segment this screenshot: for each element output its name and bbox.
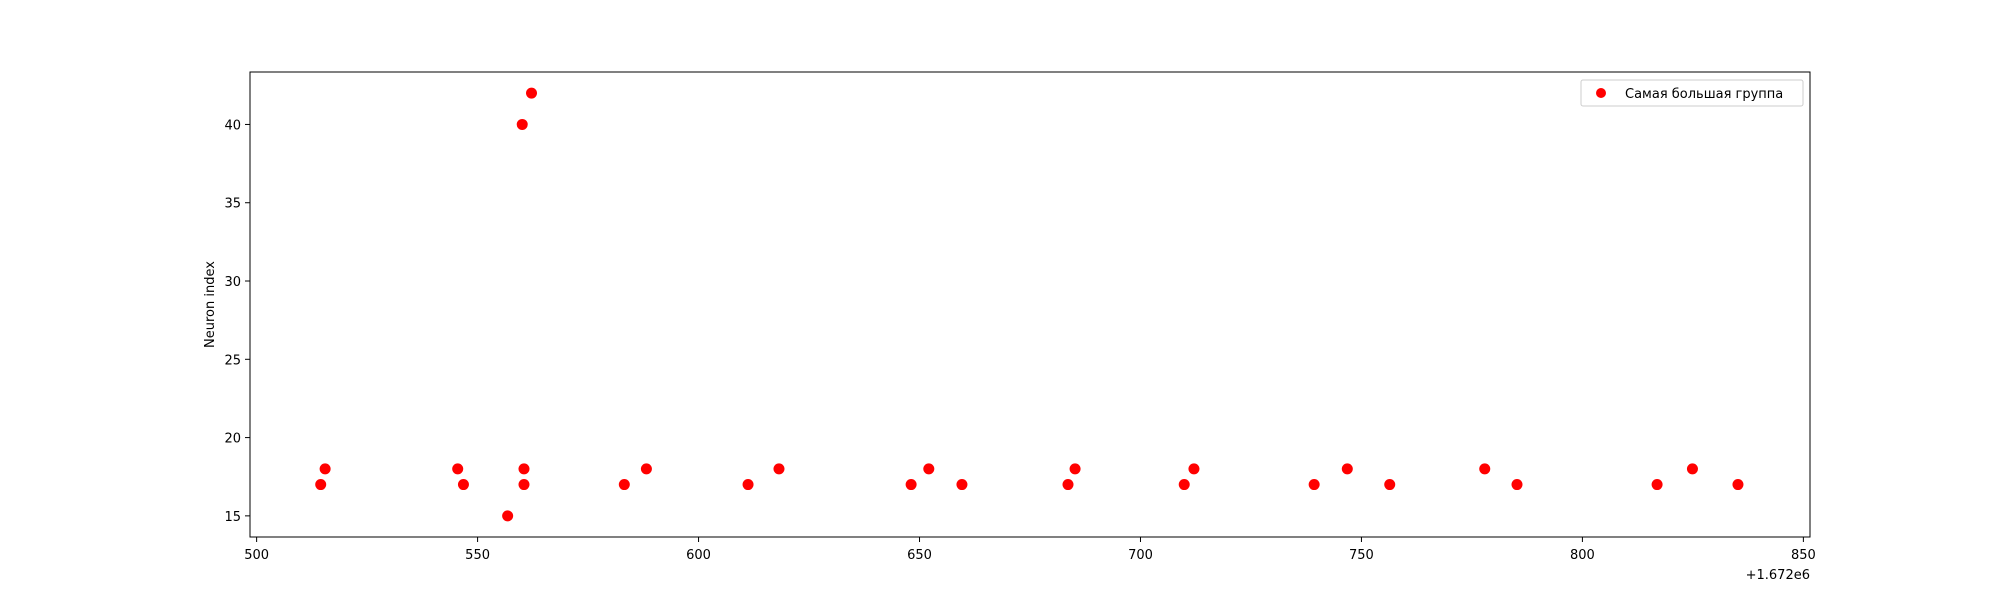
x-tick-label: 850	[1791, 548, 1816, 563]
data-point	[742, 479, 754, 491]
x-tick-label: 750	[1349, 548, 1374, 563]
data-point	[457, 479, 469, 491]
x-tick-label: 800	[1570, 548, 1595, 563]
legend-marker	[1596, 88, 1606, 98]
data-point	[1651, 479, 1663, 491]
data-point	[1178, 479, 1190, 491]
data-point	[516, 118, 528, 130]
data-point	[923, 463, 935, 475]
data-point	[518, 479, 530, 491]
x-tick-label: 600	[686, 548, 711, 563]
plot-area-frame	[249, 71, 1811, 538]
x-tick-label: 500	[244, 548, 269, 563]
data-point	[319, 463, 331, 475]
data-point	[518, 463, 530, 475]
data-point	[1308, 479, 1320, 491]
data-point	[1732, 479, 1744, 491]
data-point	[956, 479, 968, 491]
data-point	[315, 479, 327, 491]
legend-box	[1580, 79, 1804, 107]
data-point	[502, 510, 514, 522]
data-point	[1384, 479, 1396, 491]
data-point	[773, 463, 785, 475]
data-point	[1479, 463, 1491, 475]
data-point	[1686, 463, 1698, 475]
data-point	[640, 463, 652, 475]
data-point	[1062, 479, 1074, 491]
y-tick-label: 30	[224, 275, 241, 290]
data-point	[1341, 463, 1353, 475]
axis-ticks: 500 550 600 650 700 750 800 850 15 20 25 30 35 40	[224, 118, 1815, 563]
y-tick-label: 25	[224, 353, 241, 368]
data-point	[905, 479, 917, 491]
data-point	[1511, 479, 1523, 491]
x-tick-label: 550	[465, 548, 490, 563]
data-points	[315, 87, 1744, 522]
y-tick-label: 40	[224, 118, 241, 133]
y-tick-label: 15	[224, 510, 241, 525]
data-point	[1069, 463, 1081, 475]
x-tick-label: 650	[907, 548, 932, 563]
legend: Самая большая группа	[1580, 79, 1804, 107]
x-tick-label: 700	[1128, 548, 1153, 563]
data-point	[618, 479, 630, 491]
data-point	[526, 87, 538, 99]
data-point	[1188, 463, 1200, 475]
y-tick-label: 35	[224, 197, 241, 212]
x-axis-offset-label: +1.672e6	[1746, 568, 1810, 583]
y-tick-label: 20	[224, 432, 241, 447]
y-axis-label: Neuron index	[203, 261, 218, 348]
legend-label: Самая большая группа	[1625, 87, 1783, 102]
data-point	[452, 463, 464, 475]
